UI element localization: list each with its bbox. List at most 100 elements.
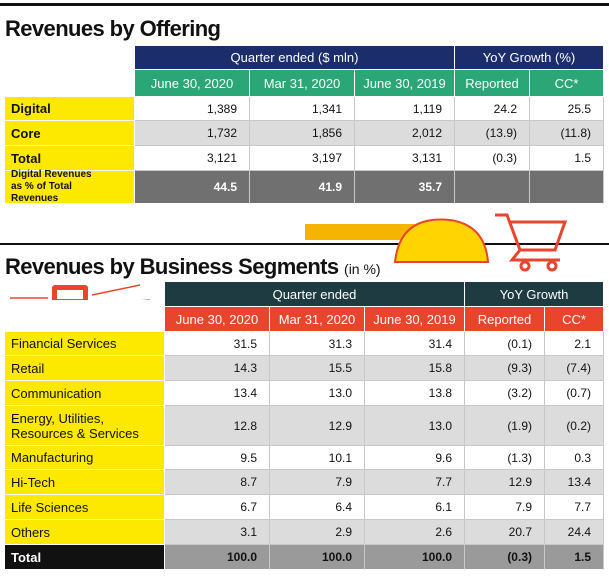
table-cell: 1.5 xyxy=(545,545,604,570)
table-cell: 1.5 xyxy=(530,146,604,171)
row-label: Digital xyxy=(5,97,135,121)
table-cell: 6.7 xyxy=(165,495,270,520)
column-header: Reported xyxy=(455,70,530,97)
table-cell: 9.5 xyxy=(165,446,270,470)
table-cell: (0.3) xyxy=(465,545,545,570)
column-header: June 30, 2020 xyxy=(135,70,250,97)
table-cell: (0.2) xyxy=(545,406,604,446)
table-cell: (9.3) xyxy=(465,356,545,381)
table-cell: 2.1 xyxy=(545,332,604,356)
table-cell: 0.3 xyxy=(545,446,604,470)
table-title: Revenues by Business Segments (in %) xyxy=(5,254,381,280)
table-cell: 31.5 xyxy=(165,332,270,356)
row-label: Total xyxy=(5,545,165,570)
group-header: Quarter ended xyxy=(165,282,465,307)
icon xyxy=(305,224,425,240)
table-cell: 7.9 xyxy=(270,470,365,495)
table-cell: 14.3 xyxy=(165,356,270,381)
table-cell: 1,341 xyxy=(250,97,355,121)
table-cell: 100.0 xyxy=(365,545,465,570)
title-text: Revenues by Business Segments xyxy=(5,254,339,279)
table-cell: 2.9 xyxy=(270,520,365,545)
table-cell: 7.7 xyxy=(545,495,604,520)
row-label: Hi-Tech xyxy=(5,470,165,495)
mid-rule xyxy=(0,243,609,245)
icon xyxy=(393,218,490,263)
table-cell: 100.0 xyxy=(270,545,365,570)
table-cell: (1.3) xyxy=(465,446,545,470)
table-cell: 13.4 xyxy=(545,470,604,495)
row-label: Total xyxy=(5,146,135,171)
row-label: Core xyxy=(5,121,135,146)
empty-cell xyxy=(530,171,604,204)
column-header: CC* xyxy=(530,70,604,97)
table-cell: (0.3) xyxy=(455,146,530,171)
table-cell: 2,012 xyxy=(355,121,455,146)
row-label: Manufacturing xyxy=(5,446,165,470)
group-header: YoY Growth (%) xyxy=(455,46,604,70)
table-cell: 6.1 xyxy=(365,495,465,520)
table-cell: 44.5 xyxy=(135,171,250,204)
table-cell: 1,732 xyxy=(135,121,250,146)
group-header: YoY Growth xyxy=(465,282,604,307)
table-cell: 1,856 xyxy=(250,121,355,146)
table-cell: 3,197 xyxy=(250,146,355,171)
table-cell: 15.5 xyxy=(270,356,365,381)
subtitle: (in %) xyxy=(344,261,381,277)
table-cell: 6.4 xyxy=(270,495,365,520)
row-label: Retail xyxy=(5,356,165,381)
table-cell: 100.0 xyxy=(165,545,270,570)
column-header: Mar 31, 2020 xyxy=(270,307,365,332)
row-label: Digital Revenues as % of Total Revenues xyxy=(5,169,135,204)
decorations xyxy=(10,213,568,300)
column-header: June 30, 2020 xyxy=(165,307,270,332)
column-header: June 30, 2019 xyxy=(365,307,465,332)
table-cell: 7.7 xyxy=(365,470,465,495)
row-label: Life Sciences xyxy=(5,495,165,520)
table-cell: 25.5 xyxy=(530,97,604,121)
table-cell: 41.9 xyxy=(250,171,355,204)
table-cell: 24.2 xyxy=(455,97,530,121)
table-cell: 15.8 xyxy=(365,356,465,381)
empty-cell xyxy=(455,171,530,204)
table-cell: 1,119 xyxy=(355,97,455,121)
table-cell: 9.6 xyxy=(365,446,465,470)
table-cell: 12.8 xyxy=(165,406,270,446)
table-cell: 3.1 xyxy=(165,520,270,545)
group-header: Quarter ended ($ mln) xyxy=(135,46,455,70)
table-cell: 13.4 xyxy=(165,381,270,406)
table-cell: (0.1) xyxy=(465,332,545,356)
table-cell: (7.4) xyxy=(545,356,604,381)
table-cell: 35.7 xyxy=(355,171,455,204)
table-cell: 31.3 xyxy=(270,332,365,356)
row-label: Energy, Utilities, Resources & Services xyxy=(5,406,165,446)
column-header: Reported xyxy=(465,307,545,332)
table-cell: (1.9) xyxy=(465,406,545,446)
table-cell: 31.4 xyxy=(365,332,465,356)
table-cell: 12.9 xyxy=(465,470,545,495)
row-label: Others xyxy=(5,520,165,545)
table-cell: (11.8) xyxy=(530,121,604,146)
table-cell: 13.8 xyxy=(365,381,465,406)
table-cell: 3,121 xyxy=(135,146,250,171)
table-cell: 1,389 xyxy=(135,97,250,121)
table-cell: 2.6 xyxy=(365,520,465,545)
row-label: Financial Services xyxy=(5,332,165,356)
table-cell: 7.9 xyxy=(465,495,545,520)
table-cell: 8.7 xyxy=(165,470,270,495)
table-cell: 3,131 xyxy=(355,146,455,171)
table-title: Revenues by Offering xyxy=(5,16,221,41)
table-cell: (13.9) xyxy=(455,121,530,146)
table-cell: (3.2) xyxy=(465,381,545,406)
table-cell: 20.7 xyxy=(465,520,545,545)
column-header: June 30, 2019 xyxy=(355,70,455,97)
top-rule xyxy=(0,3,609,6)
table-cell: 24.4 xyxy=(545,520,604,545)
table-cell: 13.0 xyxy=(270,381,365,406)
icon xyxy=(10,284,150,300)
table-cell: 12.9 xyxy=(270,406,365,446)
column-header: Mar 31, 2020 xyxy=(250,70,355,97)
table-cell: (0.7) xyxy=(545,381,604,406)
row-label: Communication xyxy=(5,381,165,406)
